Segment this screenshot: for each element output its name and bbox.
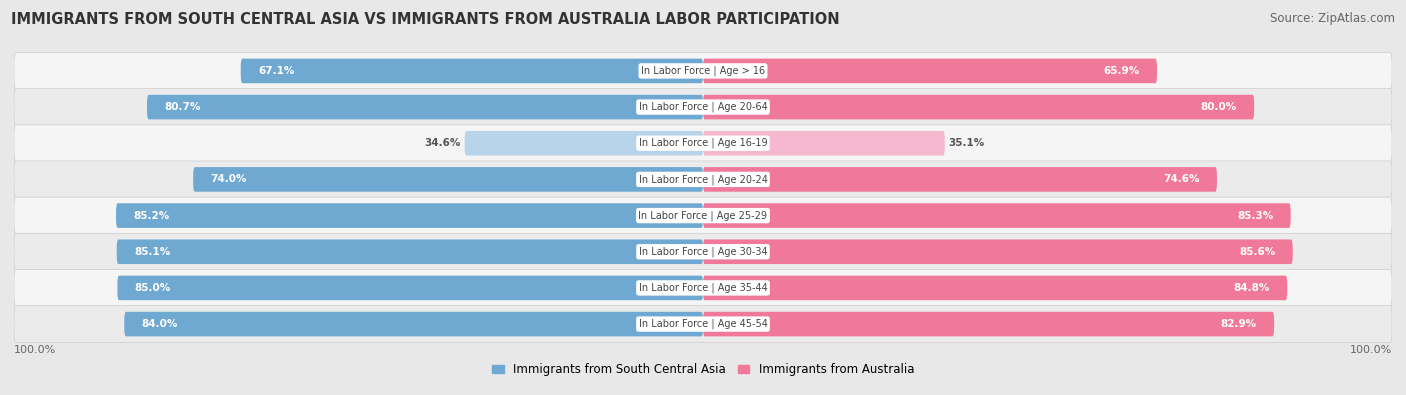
Text: IMMIGRANTS FROM SOUTH CENTRAL ASIA VS IMMIGRANTS FROM AUSTRALIA LABOR PARTICIPAT: IMMIGRANTS FROM SOUTH CENTRAL ASIA VS IM… xyxy=(11,12,839,27)
Text: 34.6%: 34.6% xyxy=(425,138,461,148)
Text: 85.6%: 85.6% xyxy=(1239,247,1275,257)
Text: 80.0%: 80.0% xyxy=(1201,102,1237,112)
FancyBboxPatch shape xyxy=(703,239,1292,264)
Text: 84.8%: 84.8% xyxy=(1233,283,1270,293)
FancyBboxPatch shape xyxy=(148,95,703,119)
FancyBboxPatch shape xyxy=(14,53,1392,89)
FancyBboxPatch shape xyxy=(703,131,945,156)
FancyBboxPatch shape xyxy=(14,125,1392,162)
Text: In Labor Force | Age 35-44: In Labor Force | Age 35-44 xyxy=(638,283,768,293)
Text: 85.1%: 85.1% xyxy=(134,247,170,257)
Text: Source: ZipAtlas.com: Source: ZipAtlas.com xyxy=(1270,12,1395,25)
FancyBboxPatch shape xyxy=(14,233,1392,270)
Text: 85.0%: 85.0% xyxy=(135,283,172,293)
Text: In Labor Force | Age 20-24: In Labor Force | Age 20-24 xyxy=(638,174,768,185)
FancyBboxPatch shape xyxy=(14,161,1392,198)
Text: 82.9%: 82.9% xyxy=(1220,319,1257,329)
FancyBboxPatch shape xyxy=(464,131,703,156)
Text: 35.1%: 35.1% xyxy=(948,138,984,148)
Text: In Labor Force | Age > 16: In Labor Force | Age > 16 xyxy=(641,66,765,76)
Text: 85.2%: 85.2% xyxy=(134,211,170,220)
FancyBboxPatch shape xyxy=(124,312,703,337)
FancyBboxPatch shape xyxy=(703,312,1274,337)
Text: 100.0%: 100.0% xyxy=(14,345,56,355)
FancyBboxPatch shape xyxy=(14,269,1392,307)
FancyBboxPatch shape xyxy=(117,276,703,300)
Text: In Labor Force | Age 30-34: In Labor Force | Age 30-34 xyxy=(638,246,768,257)
FancyBboxPatch shape xyxy=(117,203,703,228)
FancyBboxPatch shape xyxy=(14,306,1392,342)
Text: 74.6%: 74.6% xyxy=(1163,175,1199,184)
Legend: Immigrants from South Central Asia, Immigrants from Australia: Immigrants from South Central Asia, Immi… xyxy=(486,358,920,381)
FancyBboxPatch shape xyxy=(703,276,1288,300)
Text: 85.3%: 85.3% xyxy=(1237,211,1274,220)
Text: 100.0%: 100.0% xyxy=(1350,345,1392,355)
FancyBboxPatch shape xyxy=(117,239,703,264)
Text: 84.0%: 84.0% xyxy=(142,319,179,329)
Text: In Labor Force | Age 45-54: In Labor Force | Age 45-54 xyxy=(638,319,768,329)
Text: 74.0%: 74.0% xyxy=(211,175,247,184)
Text: In Labor Force | Age 16-19: In Labor Force | Age 16-19 xyxy=(638,138,768,149)
FancyBboxPatch shape xyxy=(703,167,1218,192)
Text: 80.7%: 80.7% xyxy=(165,102,201,112)
FancyBboxPatch shape xyxy=(703,203,1291,228)
Text: In Labor Force | Age 25-29: In Labor Force | Age 25-29 xyxy=(638,210,768,221)
Text: 67.1%: 67.1% xyxy=(257,66,294,76)
FancyBboxPatch shape xyxy=(193,167,703,192)
FancyBboxPatch shape xyxy=(240,58,703,83)
Text: In Labor Force | Age 20-64: In Labor Force | Age 20-64 xyxy=(638,102,768,112)
FancyBboxPatch shape xyxy=(14,197,1392,234)
FancyBboxPatch shape xyxy=(703,58,1157,83)
Text: 65.9%: 65.9% xyxy=(1104,66,1140,76)
FancyBboxPatch shape xyxy=(14,88,1392,126)
FancyBboxPatch shape xyxy=(703,95,1254,119)
